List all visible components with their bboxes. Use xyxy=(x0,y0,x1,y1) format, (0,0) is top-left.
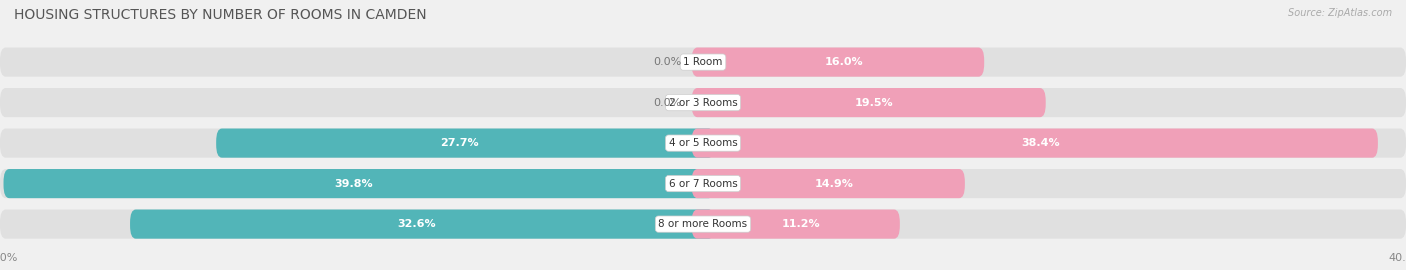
FancyBboxPatch shape xyxy=(0,129,1406,158)
FancyBboxPatch shape xyxy=(0,169,1406,198)
Text: 6 or 7 Rooms: 6 or 7 Rooms xyxy=(669,178,737,189)
Text: Source: ZipAtlas.com: Source: ZipAtlas.com xyxy=(1288,8,1392,18)
FancyBboxPatch shape xyxy=(692,48,984,77)
Text: 0.0%: 0.0% xyxy=(654,97,682,108)
Text: 1 Room: 1 Room xyxy=(683,57,723,67)
FancyBboxPatch shape xyxy=(129,210,714,239)
FancyBboxPatch shape xyxy=(695,142,1040,144)
Text: 19.5%: 19.5% xyxy=(855,97,894,108)
Text: 8 or more Rooms: 8 or more Rooms xyxy=(658,219,748,229)
FancyBboxPatch shape xyxy=(692,210,900,239)
Text: 38.4%: 38.4% xyxy=(1021,138,1060,148)
FancyBboxPatch shape xyxy=(695,182,834,185)
FancyBboxPatch shape xyxy=(692,88,1046,117)
FancyBboxPatch shape xyxy=(692,129,1378,158)
Text: 11.2%: 11.2% xyxy=(782,219,821,229)
Text: 0.0%: 0.0% xyxy=(654,57,682,67)
Text: 27.7%: 27.7% xyxy=(440,138,479,148)
Text: 39.8%: 39.8% xyxy=(335,178,373,189)
FancyBboxPatch shape xyxy=(695,223,801,225)
FancyBboxPatch shape xyxy=(353,182,711,185)
Text: 4 or 5 Rooms: 4 or 5 Rooms xyxy=(669,138,737,148)
Text: HOUSING STRUCTURES BY NUMBER OF ROOMS IN CAMDEN: HOUSING STRUCTURES BY NUMBER OF ROOMS IN… xyxy=(14,8,426,22)
FancyBboxPatch shape xyxy=(695,101,875,104)
FancyBboxPatch shape xyxy=(695,61,844,63)
FancyBboxPatch shape xyxy=(217,129,714,158)
FancyBboxPatch shape xyxy=(0,210,1406,239)
FancyBboxPatch shape xyxy=(416,223,711,225)
FancyBboxPatch shape xyxy=(4,169,714,198)
FancyBboxPatch shape xyxy=(0,88,1406,117)
Text: 32.6%: 32.6% xyxy=(398,219,436,229)
FancyBboxPatch shape xyxy=(0,48,1406,77)
FancyBboxPatch shape xyxy=(692,169,965,198)
Text: 2 or 3 Rooms: 2 or 3 Rooms xyxy=(669,97,737,108)
FancyBboxPatch shape xyxy=(460,142,711,144)
Text: 16.0%: 16.0% xyxy=(824,57,863,67)
Text: 14.9%: 14.9% xyxy=(814,178,853,189)
